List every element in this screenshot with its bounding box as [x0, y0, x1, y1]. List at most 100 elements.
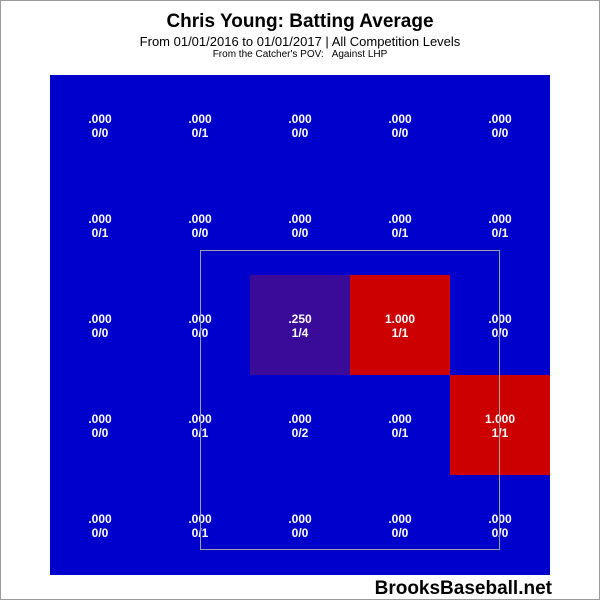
cell-hits-ab: 0/0 [291, 526, 309, 540]
cell-hits-ab: 0/0 [391, 526, 409, 540]
cell-label: .000 0/0 [250, 112, 350, 140]
cell-avg: .000 [288, 412, 312, 426]
cell-label: .000 0/0 [150, 312, 250, 340]
cell-hits-ab: 1/4 [291, 326, 309, 340]
cell-avg: .000 [188, 212, 212, 226]
cell-label: 1.000 1/1 [350, 312, 450, 340]
cell-avg: .000 [488, 212, 512, 226]
cell-hits-ab: 0/1 [191, 426, 209, 440]
cell-label: .000 0/0 [250, 212, 350, 240]
heatmap-cell: .000 0/2 [250, 375, 350, 475]
cell-label: 1.000 1/1 [450, 412, 550, 440]
cell-avg: 1.000 [484, 412, 516, 426]
cell-hits-ab: 0/0 [91, 526, 109, 540]
cell-hits-ab: 0/0 [191, 326, 209, 340]
heatmap-cell: .000 0/0 [50, 475, 150, 575]
chart-title: Chris Young: Batting Average [166, 11, 434, 32]
cell-avg: .000 [88, 412, 112, 426]
cell-avg: .000 [388, 512, 412, 526]
cell-avg: .000 [188, 412, 212, 426]
heatmap-cell: 1.000 1/1 [350, 275, 450, 375]
heatmap-cell: .000 0/1 [450, 175, 550, 275]
cell-label: .000 0/1 [50, 212, 150, 240]
cell-avg: .000 [188, 112, 212, 126]
cell-label: .000 0/0 [350, 112, 450, 140]
cell-hits-ab: 0/1 [191, 526, 209, 540]
cell-avg: .000 [88, 312, 112, 326]
cell-avg: .000 [488, 112, 512, 126]
cell-hits-ab: 0/0 [291, 126, 309, 140]
cell-hits-ab: 0/1 [191, 126, 209, 140]
cell-hits-ab: 0/0 [91, 126, 109, 140]
cell-hits-ab: 0/0 [91, 426, 109, 440]
cell-label: .000 0/0 [450, 312, 550, 340]
heatmap-cell: .000 0/1 [150, 475, 250, 575]
cell-hits-ab: 0/0 [391, 126, 409, 140]
cell-hits-ab: 0/1 [391, 426, 409, 440]
heatmap-cell: .000 0/0 [150, 175, 250, 275]
cell-label: .000 0/0 [350, 512, 450, 540]
cell-avg: .000 [88, 212, 112, 226]
heatmap-cell: 1.000 1/1 [450, 375, 550, 475]
cell-hits-ab: 0/1 [391, 226, 409, 240]
cell-avg: .000 [488, 312, 512, 326]
heatmap-cell: .250 1/4 [250, 275, 350, 375]
heatmap-cell: .000 0/0 [50, 75, 150, 175]
cell-hits-ab: 0/0 [91, 326, 109, 340]
heatmap-cell: .000 0/1 [150, 375, 250, 475]
cell-label: .000 0/0 [150, 212, 250, 240]
heatmap-cell: .000 0/1 [150, 75, 250, 175]
cell-hits-ab: 0/1 [91, 226, 109, 240]
cell-hits-ab: 0/1 [491, 226, 509, 240]
cell-label: .000 0/1 [150, 412, 250, 440]
heatmap-cell: .000 0/0 [450, 75, 550, 175]
cell-label: .000 0/0 [50, 312, 150, 340]
cell-avg: .000 [388, 112, 412, 126]
heatmap-grid: .000 0/0.000 0/1.000 0/0.000 0/0.000 0/0.000 0… [50, 75, 550, 575]
cell-hits-ab: 0/2 [291, 426, 309, 440]
cell-avg: 1.000 [384, 312, 416, 326]
cell-label: .000 0/0 [50, 512, 150, 540]
cell-label: .000 0/0 [50, 112, 150, 140]
cell-avg: .000 [288, 112, 312, 126]
cell-avg: .000 [388, 212, 412, 226]
split-label: Against LHP [331, 49, 388, 60]
heatmap-cell: .000 0/0 [350, 75, 450, 175]
cell-avg: .000 [388, 412, 412, 426]
cell-avg: .000 [88, 512, 112, 526]
cell-avg: .000 [488, 512, 512, 526]
cell-hits-ab: 0/0 [491, 326, 509, 340]
cell-avg: .000 [88, 112, 112, 126]
heatmap-cell: .000 0/1 [350, 175, 450, 275]
cell-label: .000 0/0 [450, 112, 550, 140]
cell-avg: .000 [188, 512, 212, 526]
cell-label: .000 0/2 [250, 412, 350, 440]
heatmap-cell: .000 0/0 [450, 475, 550, 575]
heatmap-cell: .000 0/0 [250, 75, 350, 175]
chart-subtitle: From 01/01/2016 to 01/01/2017 | All Comp… [139, 34, 461, 49]
heatmap-cell: .000 0/0 [150, 275, 250, 375]
cell-avg: .000 [288, 212, 312, 226]
cell-label: .000 0/1 [350, 212, 450, 240]
cell-label: .000 0/1 [150, 512, 250, 540]
cell-hits-ab: 0/0 [491, 526, 509, 540]
cell-label: .000 0/0 [250, 512, 350, 540]
cell-avg: .000 [288, 512, 312, 526]
cell-label: .000 0/1 [150, 112, 250, 140]
heatmap-cell: .000 0/0 [50, 275, 150, 375]
heatmap-cell: .000 0/1 [50, 175, 150, 275]
cell-avg: .000 [188, 312, 212, 326]
heatmap-cell: .000 0/0 [250, 175, 350, 275]
cell-label: .000 0/0 [450, 512, 550, 540]
cell-hits-ab: 1/1 [391, 326, 409, 340]
cell-label: .000 0/1 [350, 412, 450, 440]
heatmap-cell: .000 0/0 [350, 475, 450, 575]
heatmap-cell: .000 0/0 [50, 375, 150, 475]
cell-hits-ab: 1/1 [491, 426, 509, 440]
cell-label: .250 1/4 [250, 312, 350, 340]
watermark: BrooksBaseball.net [374, 578, 552, 599]
perspective-label: From the Catcher's POV: [212, 49, 324, 60]
heatmap-cell: .000 0/0 [450, 275, 550, 375]
cell-hits-ab: 0/0 [291, 226, 309, 240]
cell-label: .000 0/1 [450, 212, 550, 240]
